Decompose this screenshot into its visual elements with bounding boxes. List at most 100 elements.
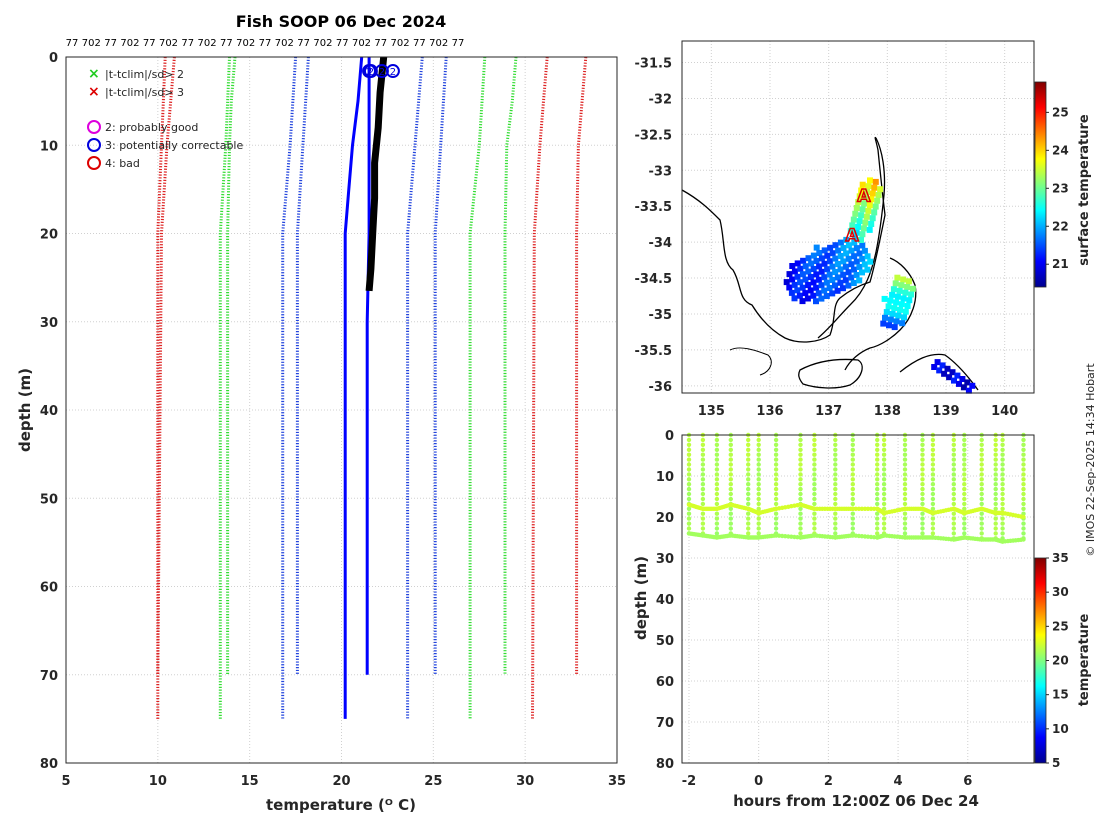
section-cast-dot xyxy=(728,496,733,502)
section-cast-dot xyxy=(756,521,761,526)
section-cast-dot xyxy=(812,526,817,531)
section-cast-dot xyxy=(756,496,761,502)
sst-cell-spencer-gulf xyxy=(816,250,823,256)
section-cast-dot xyxy=(1021,477,1026,482)
section-cast-dot xyxy=(930,442,936,447)
section-cast-dot xyxy=(979,462,984,467)
section-cast-dot xyxy=(798,477,803,482)
section-cast-dot xyxy=(686,477,692,482)
profile-xtick-label: 10 xyxy=(149,774,167,789)
section-cast-dot xyxy=(714,472,720,477)
section-cast-dot xyxy=(920,511,925,516)
section-cast-dot xyxy=(798,526,803,531)
sst-cell-spencer-gulf xyxy=(821,287,828,294)
section-cast-dot xyxy=(875,501,880,507)
section-colorbar-tick-label: 30 xyxy=(1052,585,1069,599)
sst-cell-gulf-st-vincent xyxy=(909,285,916,292)
sst-cell-gulf-st-vincent xyxy=(891,305,898,312)
section-cast-dot xyxy=(714,447,720,452)
section-colorbar-tick-label: 10 xyxy=(1052,722,1069,736)
sst-cell-coastal xyxy=(960,384,967,391)
sst-cell-spencer-gulf xyxy=(864,253,871,260)
map-ytick-label: -32 xyxy=(649,92,673,107)
sst-cell-spencer-gulf xyxy=(853,258,860,265)
section-cast-dot xyxy=(902,477,908,482)
section-cast-dot xyxy=(951,447,956,452)
section-cast-dot xyxy=(686,526,692,531)
section-cast-dot xyxy=(920,482,925,487)
map-axes-box xyxy=(681,40,1035,394)
section-cast-dot xyxy=(773,477,779,482)
profile-ytick-label: 20 xyxy=(40,228,58,243)
sst-cell-spencer-gulf xyxy=(826,285,833,291)
legend-label-probably-good: 2: probably good xyxy=(105,121,198,134)
map-ytick-label: -32.5 xyxy=(635,128,672,143)
profile-axes-box xyxy=(65,56,618,764)
section-cast-dot xyxy=(798,511,803,516)
sst-cell-gulf-st-vincent xyxy=(902,308,909,315)
section-cast-dot xyxy=(875,526,880,531)
section-cast-dot xyxy=(773,472,779,477)
qc-flag-circle xyxy=(362,64,377,79)
section-cast-dot xyxy=(714,467,720,472)
profile-xtick-label: 20 xyxy=(332,774,350,789)
section-cast-dot xyxy=(700,501,706,507)
qc-flag-label: 2 xyxy=(390,67,396,78)
section-cast-dot xyxy=(979,482,984,487)
section-ytick-label: 30 xyxy=(656,552,674,567)
section-cast-dot xyxy=(993,467,998,472)
section-cast-dot xyxy=(1021,521,1026,526)
profile-xtick-label: 30 xyxy=(516,774,534,789)
section-cast-dot xyxy=(714,496,720,502)
sst-cell-upper-gulf xyxy=(859,231,866,238)
section-cast-dot xyxy=(951,511,956,516)
section-cast-dot xyxy=(920,491,925,497)
section-cast-dot xyxy=(714,457,720,462)
sst-cell-spencer-gulf xyxy=(867,258,874,265)
section-colorbar-tick-label: 25 xyxy=(1052,619,1069,633)
sst-cell-spencer-gulf xyxy=(856,277,863,284)
sst-cell-spencer-gulf xyxy=(845,269,852,276)
sst-cell-upper-gulf xyxy=(849,222,856,229)
section-colorbar xyxy=(1034,557,1047,764)
section-cast-dot xyxy=(993,501,998,507)
envelope-climatology-75m-left xyxy=(281,56,298,719)
section-cast-dot xyxy=(902,486,908,492)
sst-cell-upper-gulf xyxy=(856,218,863,225)
section-cast-dot xyxy=(756,437,761,443)
section-cast-dot xyxy=(875,531,880,536)
profile-top-label: 77 xyxy=(297,38,310,49)
section-cast-dot xyxy=(1000,442,1005,447)
section-cast-dot xyxy=(951,526,956,531)
qc-flag-label: 2 xyxy=(366,67,372,78)
profile-xlabel: temperature (ᴼ C) xyxy=(266,796,416,814)
section-cast-dot xyxy=(812,467,817,472)
section-xlabel: hours from 12:00Z 06 Dec 24 xyxy=(733,792,979,810)
sst-cell-spencer-gulf xyxy=(840,271,847,278)
section-cast-dot xyxy=(930,501,936,507)
section-cast-dot xyxy=(686,521,692,526)
profile-top-label: 77 xyxy=(66,38,79,49)
legend-label-sd2: |t-tclim|/sd> 2 xyxy=(105,68,184,81)
section-cast-dot xyxy=(700,472,706,477)
sst-cell-upper-gulf xyxy=(869,215,876,222)
map-colorbar-tick-label: 23 xyxy=(1052,181,1069,195)
profile-top-label: 77 xyxy=(413,38,426,49)
section-cast-dot xyxy=(714,501,720,507)
section-cast-dot xyxy=(979,477,984,482)
sst-cell-spencer-gulf xyxy=(853,272,860,278)
section-cast-dot xyxy=(833,496,838,502)
section-cast-dot xyxy=(1000,526,1005,531)
section-cast-dot xyxy=(746,511,751,516)
sst-cell-spencer-gulf xyxy=(843,250,850,257)
section-cast-dot xyxy=(1000,516,1005,521)
sst-cell-upper-gulf xyxy=(865,207,872,214)
section-cast-dot xyxy=(993,437,998,443)
section-cast-dot xyxy=(951,531,956,536)
section-cast-dot xyxy=(686,472,692,477)
section-cast-dot xyxy=(979,511,984,516)
sst-cell-upper-gulf xyxy=(864,189,870,195)
sst-cell-spencer-gulf xyxy=(815,290,822,297)
sst-cell-spencer-gulf xyxy=(810,266,817,272)
section-cast-dot xyxy=(833,467,838,472)
